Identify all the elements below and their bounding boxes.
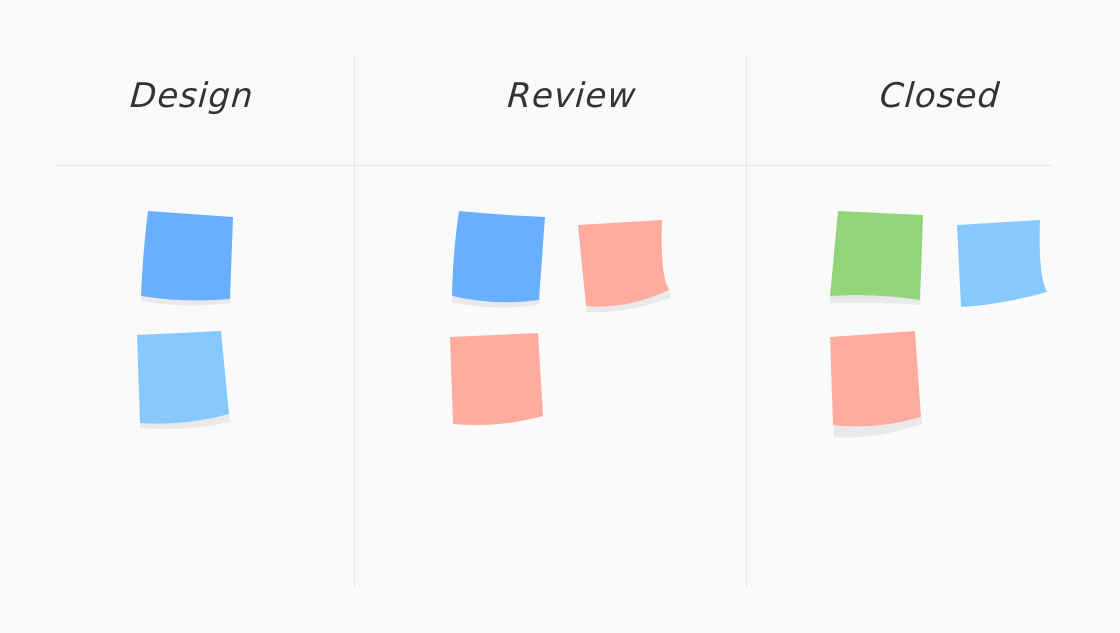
sticky-note[interactable] — [830, 331, 921, 427]
sticky-note[interactable] — [141, 211, 233, 301]
column-divider — [746, 54, 747, 587]
sticky-note[interactable] — [450, 333, 543, 425]
sticky-note[interactable] — [830, 211, 923, 300]
column-divider — [354, 54, 355, 587]
sticky-note[interactable] — [578, 220, 669, 307]
header-divider — [56, 165, 1052, 166]
sticky-note[interactable] — [957, 220, 1047, 307]
sticky-note[interactable] — [137, 331, 229, 424]
sticky-note[interactable] — [452, 211, 545, 303]
